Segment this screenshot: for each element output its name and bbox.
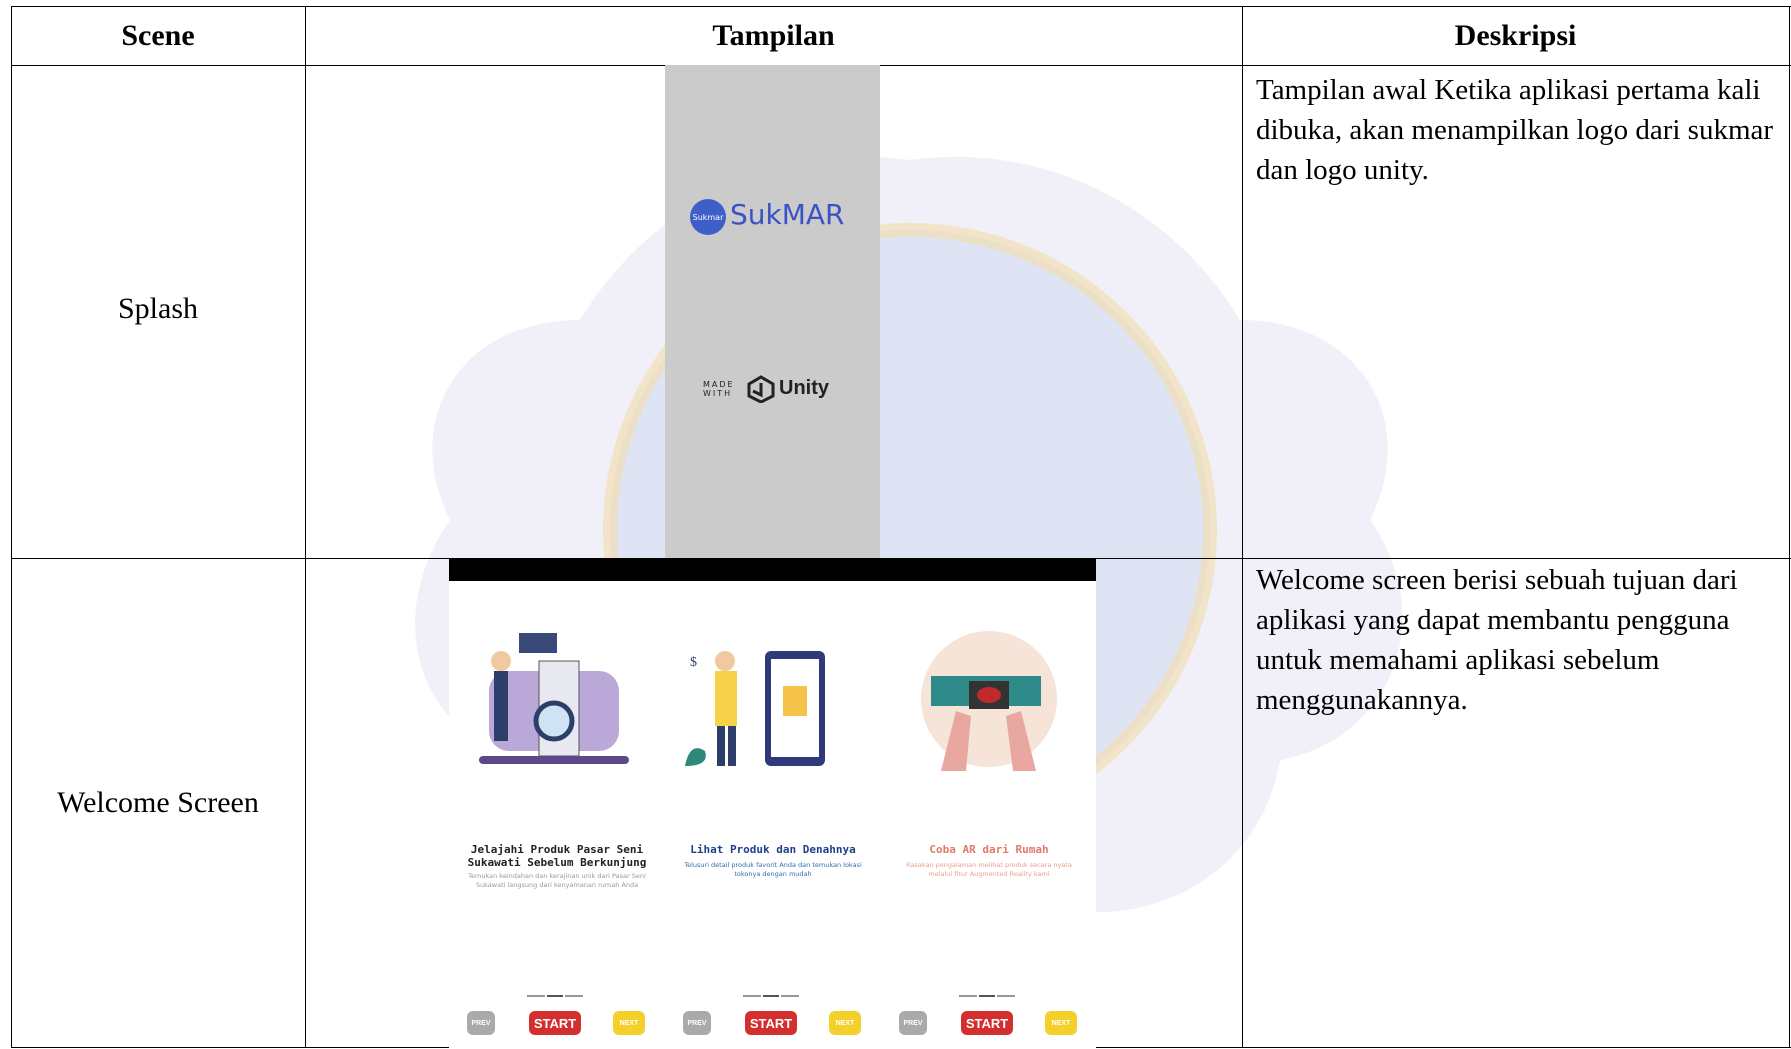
header-cell: Scene [121, 18, 195, 52]
illustration [921, 631, 1057, 771]
panel-title: Lihat Produk dan Denahnya [690, 843, 856, 856]
status-bar [449, 558, 1096, 581]
unity-icon [747, 375, 775, 403]
scene-name: Welcome Screen [57, 786, 259, 819]
scene-name: Splash [117, 292, 198, 325]
header-cell: Deskripsi [1454, 18, 1577, 52]
nav-button: NEXT [829, 1011, 861, 1035]
nav-button: NEXT [613, 1011, 645, 1035]
onboarding-panel: Jelajahi Produk Pasar Seni Sukawati Sebe… [449, 581, 665, 1048]
header-cell: Tampilan [712, 18, 835, 52]
nav-button: START [745, 1011, 797, 1035]
page-indicator [743, 995, 799, 997]
table-border [11, 6, 12, 1048]
onboarding-panel: $ Lihat Produk dan Denahnya Telusuri detai… [665, 581, 881, 1048]
table-border [11, 6, 1791, 7]
page-indicator [527, 995, 583, 997]
app-name: SukMAR [730, 198, 845, 231]
splash-screenshot: Sukmar SukMAR MADE WITH Unity [665, 65, 880, 558]
logo-badge: Sukmar [690, 199, 726, 235]
panel-text: Telusuri detail produk favorit Anda dan … [684, 861, 862, 878]
panel-title: Coba AR dari Rumah [929, 843, 1049, 856]
panel-text: Temukan keindahan dan kerajinan unik dar… [468, 872, 646, 889]
welcome-screenshot: Jelajahi Produk Pasar Seni Sukawati Sebe… [449, 558, 1096, 1048]
scene-description: Welcome screen berisi sebuah tujuan dari… [1256, 564, 1738, 716]
nav-button: PREV [899, 1011, 927, 1035]
page-indicator [959, 995, 1015, 997]
illustration: $ [685, 651, 825, 766]
table-border [1789, 6, 1790, 1048]
table-border [1242, 6, 1243, 1048]
nav-button: START [961, 1011, 1013, 1035]
nav-button: PREV [683, 1011, 711, 1035]
illustration [479, 633, 629, 764]
svg-text:$: $ [690, 655, 697, 670]
onboarding-panel: Coba AR dari Rumah Rasakan pengalaman mel… [881, 581, 1097, 1048]
engine-name: Unity [779, 377, 829, 399]
made-with: MADE WITH [703, 380, 735, 398]
panel-title: Jelajahi Produk Pasar Seni Sukawati Sebe… [467, 843, 647, 869]
nav-button: NEXT [1045, 1011, 1077, 1035]
nav-button: START [529, 1011, 581, 1035]
panel-text: Rasakan pengalaman melihat produk secara… [906, 861, 1072, 878]
table-border [305, 6, 306, 1048]
scene-description: Tampilan awal Ketika aplikasi pertama ka… [1256, 74, 1774, 186]
nav-button: PREV [467, 1011, 495, 1035]
table-border [11, 65, 1791, 66]
